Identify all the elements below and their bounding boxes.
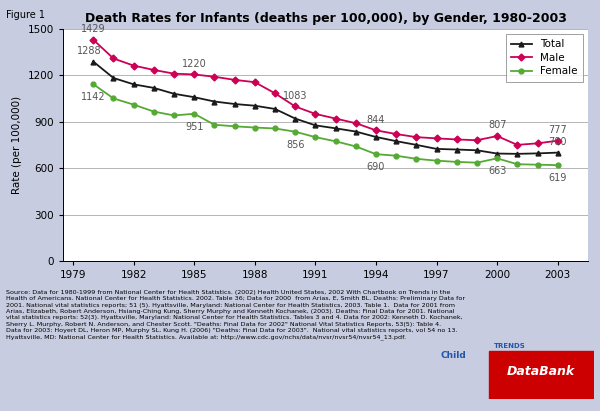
Female bbox=[534, 162, 541, 167]
Male bbox=[191, 72, 198, 77]
Text: TRENDS: TRENDS bbox=[494, 343, 526, 349]
Female bbox=[494, 156, 501, 161]
Text: 844: 844 bbox=[367, 115, 385, 125]
Text: 856: 856 bbox=[286, 140, 304, 150]
Total bbox=[514, 151, 521, 156]
Male bbox=[89, 37, 97, 42]
Text: 663: 663 bbox=[488, 166, 506, 176]
Total bbox=[231, 102, 238, 106]
Male bbox=[271, 91, 278, 96]
Total bbox=[89, 59, 97, 64]
Total bbox=[494, 151, 501, 156]
Text: 619: 619 bbox=[548, 173, 567, 183]
Female bbox=[352, 144, 359, 149]
Line: Female: Female bbox=[91, 82, 560, 168]
Total bbox=[271, 106, 278, 111]
Male bbox=[251, 80, 259, 85]
Female bbox=[170, 113, 178, 118]
Total bbox=[433, 146, 440, 151]
Male bbox=[332, 116, 339, 121]
Text: 1288: 1288 bbox=[77, 46, 101, 56]
Male bbox=[110, 56, 117, 61]
Male bbox=[392, 132, 400, 136]
Total bbox=[170, 91, 178, 96]
Total bbox=[453, 147, 460, 152]
Text: 951: 951 bbox=[185, 122, 203, 132]
Text: 700: 700 bbox=[548, 137, 567, 147]
Female bbox=[473, 160, 481, 165]
Title: Death Rates for Infants (deaths per 100,000), by Gender, 1980-2003: Death Rates for Infants (deaths per 100,… bbox=[85, 12, 566, 25]
Legend: Total, Male, Female: Total, Male, Female bbox=[506, 34, 583, 82]
Female bbox=[150, 109, 157, 114]
Female bbox=[130, 102, 137, 107]
Total bbox=[534, 151, 541, 156]
Female bbox=[191, 111, 198, 116]
Total bbox=[392, 139, 400, 143]
Total bbox=[211, 99, 218, 104]
Total bbox=[332, 126, 339, 131]
Text: 807: 807 bbox=[488, 120, 506, 131]
Total bbox=[473, 148, 481, 153]
Total bbox=[413, 143, 420, 148]
Total bbox=[373, 134, 380, 139]
Text: Figure 1: Figure 1 bbox=[6, 10, 45, 20]
Text: 1220: 1220 bbox=[182, 59, 206, 69]
Male bbox=[373, 128, 380, 133]
Male bbox=[453, 137, 460, 142]
Female bbox=[554, 163, 562, 168]
Total bbox=[251, 103, 259, 108]
Female bbox=[271, 126, 278, 131]
Female bbox=[332, 139, 339, 144]
Male bbox=[211, 74, 218, 79]
Text: Child: Child bbox=[440, 351, 466, 360]
Text: 1142: 1142 bbox=[81, 92, 106, 102]
Male bbox=[312, 111, 319, 116]
Female bbox=[89, 82, 97, 87]
Female bbox=[453, 159, 460, 164]
Text: Source: Data for 1980-1999 from National Center for Health Statistics. (2002) He: Source: Data for 1980-1999 from National… bbox=[6, 290, 465, 340]
Total bbox=[110, 76, 117, 81]
Male bbox=[514, 143, 521, 148]
Total bbox=[554, 150, 562, 155]
Total bbox=[312, 123, 319, 128]
Female bbox=[211, 122, 218, 127]
Male bbox=[534, 141, 541, 146]
Female bbox=[231, 124, 238, 129]
Female bbox=[373, 152, 380, 157]
Total bbox=[292, 116, 299, 121]
Female bbox=[251, 125, 259, 130]
Female bbox=[433, 158, 440, 163]
Text: 777: 777 bbox=[548, 125, 567, 135]
Female bbox=[292, 129, 299, 134]
Female bbox=[110, 96, 117, 101]
Male bbox=[292, 104, 299, 109]
Male bbox=[150, 67, 157, 72]
Line: Total: Total bbox=[91, 59, 560, 156]
Y-axis label: Rate (per 100,000): Rate (per 100,000) bbox=[12, 96, 22, 194]
Female bbox=[413, 156, 420, 161]
Male bbox=[352, 121, 359, 126]
Text: 690: 690 bbox=[367, 162, 385, 172]
Male bbox=[494, 134, 501, 139]
Male bbox=[554, 138, 562, 143]
Female bbox=[514, 162, 521, 167]
Total bbox=[352, 129, 359, 134]
Male bbox=[473, 138, 481, 143]
Female bbox=[312, 135, 319, 140]
Male bbox=[130, 63, 137, 68]
Line: Male: Male bbox=[91, 37, 560, 147]
Male bbox=[413, 135, 420, 140]
Total bbox=[130, 82, 137, 87]
Bar bbox=[488, 351, 594, 399]
Male bbox=[433, 136, 440, 141]
Text: DataBank: DataBank bbox=[506, 365, 575, 378]
Total bbox=[191, 95, 198, 99]
Text: 1429: 1429 bbox=[81, 24, 106, 34]
Text: 1083: 1083 bbox=[283, 91, 307, 101]
Female bbox=[392, 153, 400, 158]
Male bbox=[170, 71, 178, 76]
Male bbox=[231, 77, 238, 82]
Total bbox=[150, 85, 157, 90]
